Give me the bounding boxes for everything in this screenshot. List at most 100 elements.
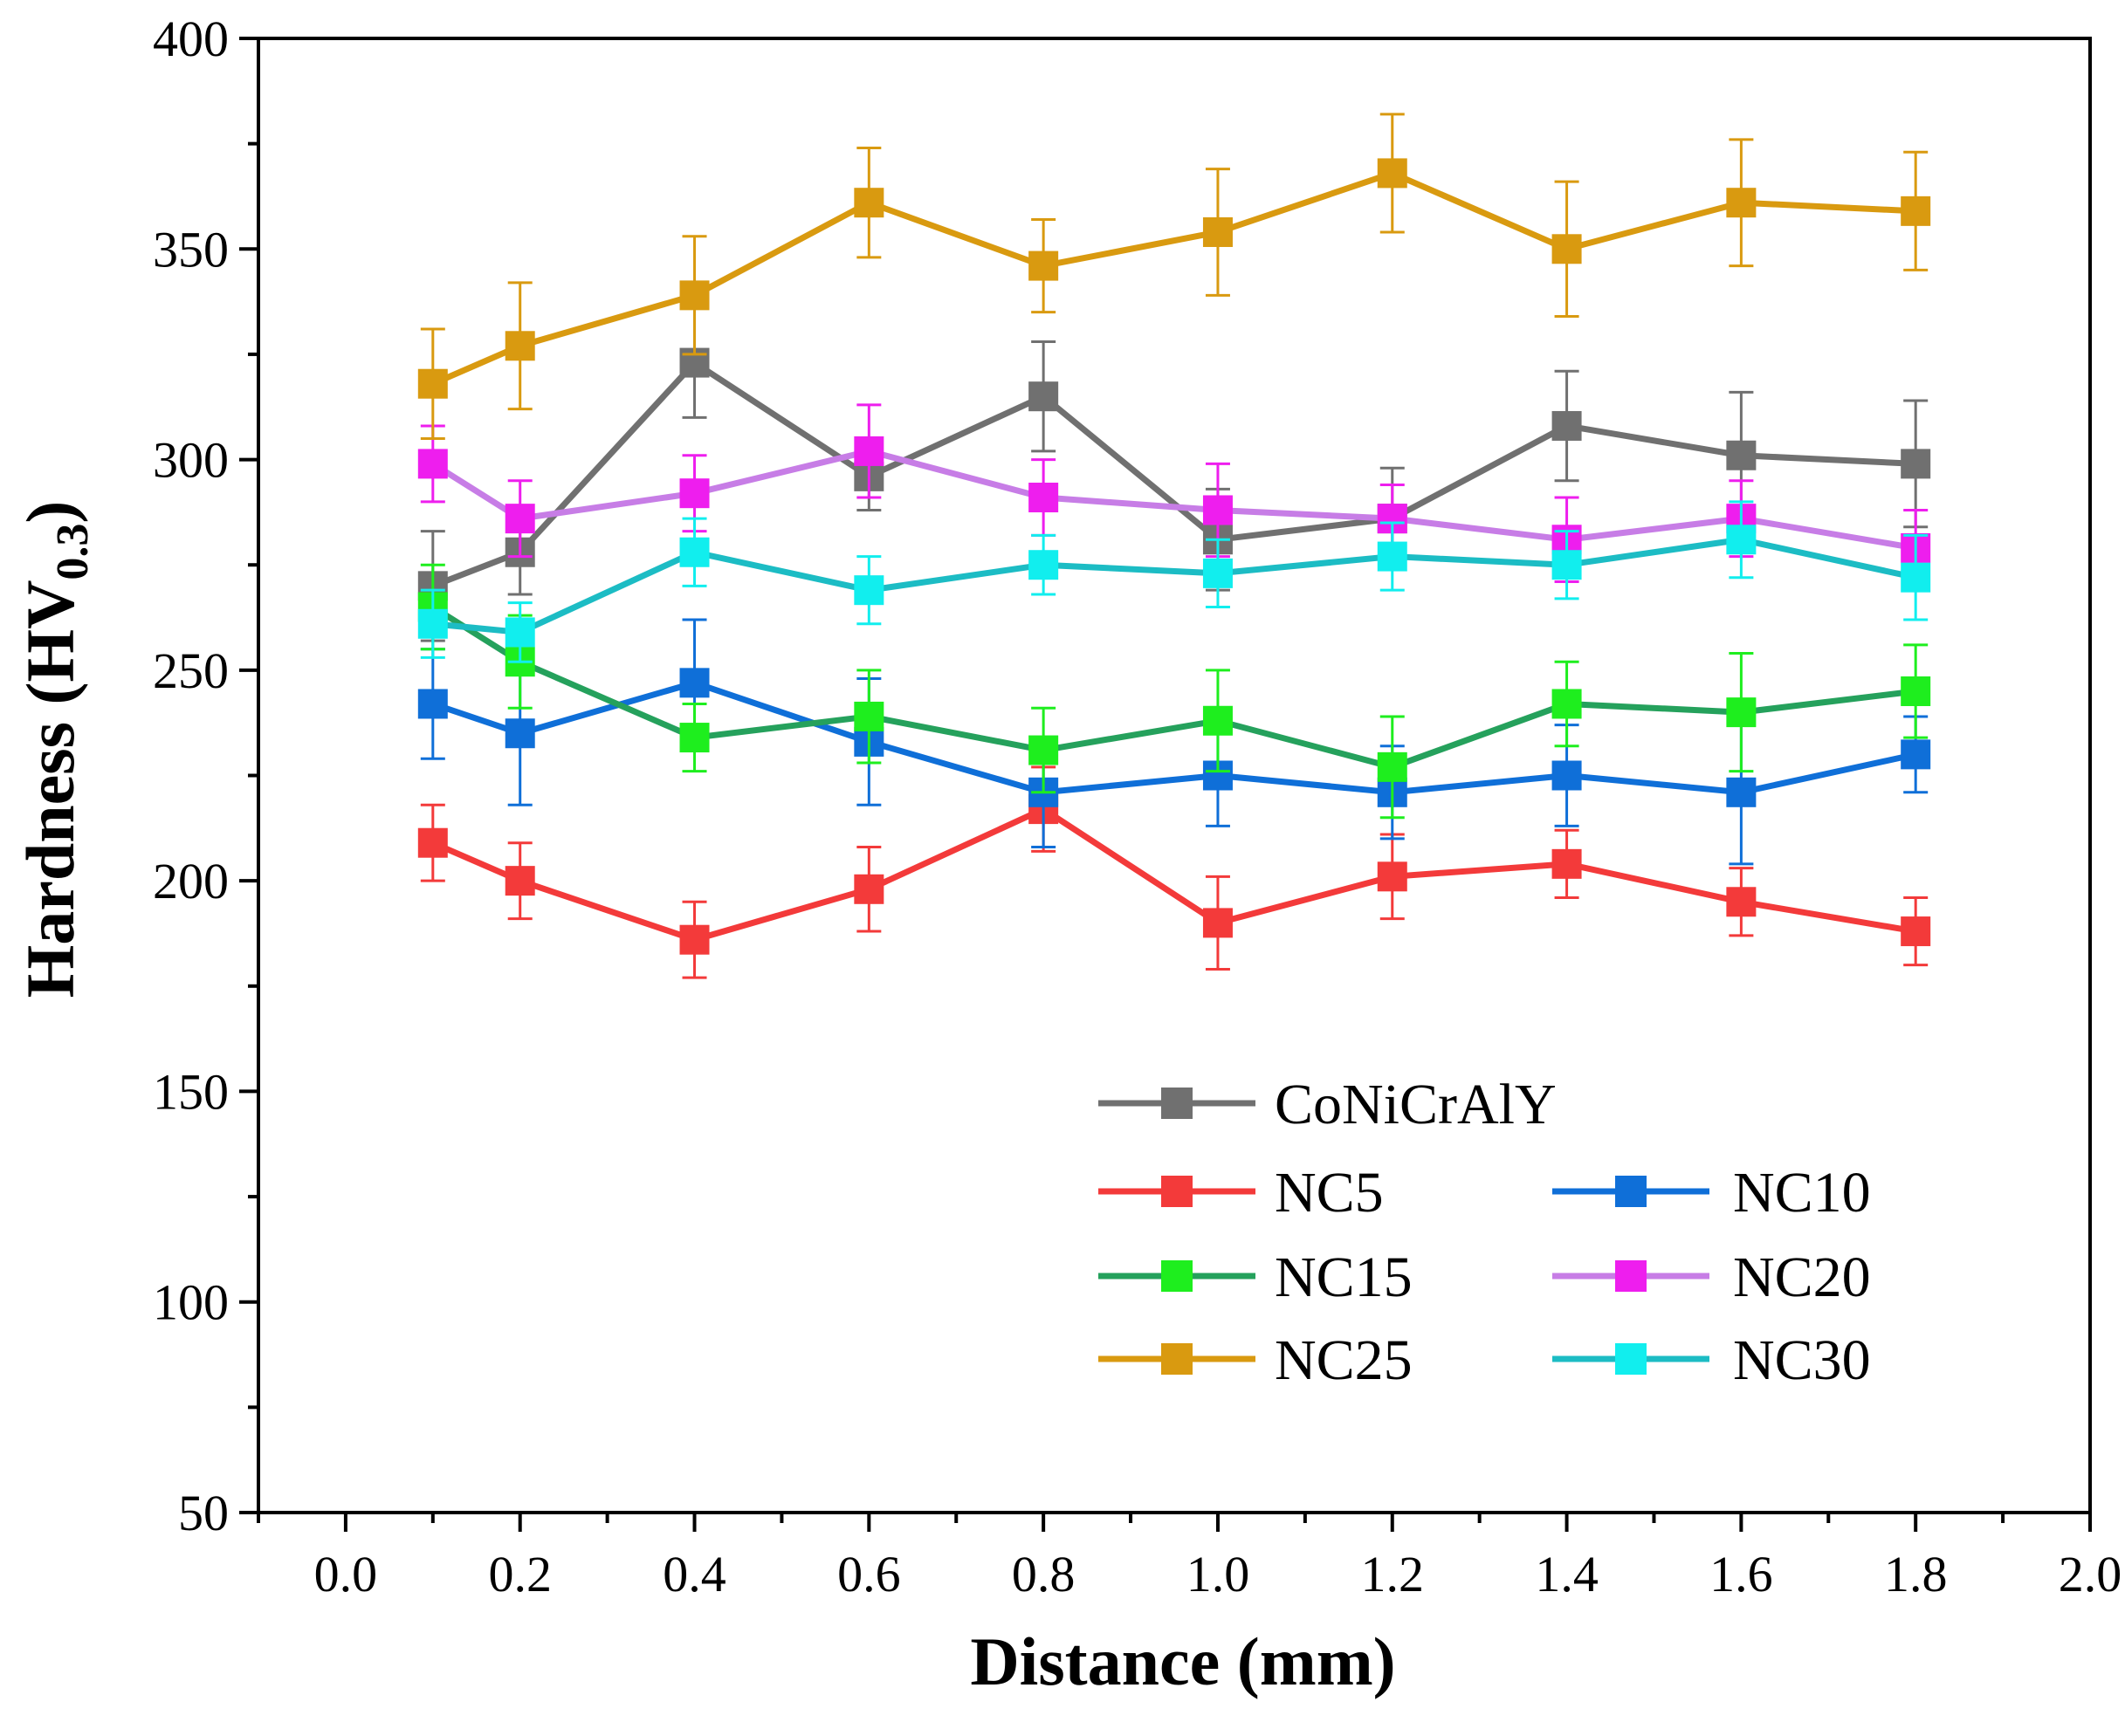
y-tick-label: 50 <box>178 1485 229 1541</box>
series-line <box>432 536 1916 635</box>
series-nc25 <box>417 113 1931 440</box>
series-nc30 <box>417 500 1931 663</box>
data-point <box>679 537 710 567</box>
legend-label: NC15 <box>1275 1245 1413 1309</box>
data-point <box>417 689 448 719</box>
data-point <box>1901 449 1931 479</box>
data-point <box>1202 558 1233 588</box>
legend-marker <box>1161 1176 1193 1207</box>
legend-marker <box>1161 1260 1193 1292</box>
y-tick-label: 300 <box>153 432 229 489</box>
series-line <box>430 604 1916 771</box>
data-point <box>854 575 884 606</box>
legend-label: NC30 <box>1733 1328 1871 1392</box>
data-point <box>1726 777 1757 807</box>
data-point <box>505 617 535 648</box>
data-point <box>1202 705 1233 736</box>
data-point <box>1726 440 1757 470</box>
x-tick-label: 0.6 <box>837 1546 901 1602</box>
data-point <box>854 701 884 731</box>
data-point <box>417 368 448 399</box>
series-conicraly <box>417 306 1931 642</box>
data-point <box>679 280 710 311</box>
data-point <box>1551 550 1582 580</box>
legend-marker <box>1615 1260 1647 1292</box>
data-point <box>1028 483 1059 513</box>
legend-label: NC25 <box>1275 1328 1413 1392</box>
y-axis-title: Hardness (HV0.3) <box>12 501 98 998</box>
legend-item-nc5: NC5 <box>1098 1161 1384 1225</box>
data-point <box>505 504 535 534</box>
legend-item-nc10: NC10 <box>1552 1161 1871 1225</box>
plot-series <box>417 113 1931 979</box>
data-point <box>679 668 710 698</box>
legend-item-nc25: NC25 <box>1098 1328 1413 1392</box>
data-point <box>505 866 535 896</box>
x-axis-title: Distance (mm) <box>970 1623 1395 1699</box>
series-line <box>431 169 1916 387</box>
data-point <box>417 608 448 639</box>
data-point <box>679 478 710 509</box>
series-nc10 <box>417 618 1931 866</box>
y-tick-label: 400 <box>153 10 229 67</box>
x-tick-label: 1.8 <box>1884 1546 1948 1602</box>
legend-marker <box>1161 1088 1193 1119</box>
series-line <box>430 448 1916 552</box>
series-line <box>431 679 1916 796</box>
data-point <box>417 449 448 479</box>
data-point <box>1202 908 1233 938</box>
data-point <box>1377 751 1407 782</box>
data-point <box>1551 410 1582 441</box>
data-point <box>1377 861 1407 892</box>
legend-item-nc20: NC20 <box>1552 1245 1871 1309</box>
x-tick-label: 2.0 <box>2059 1546 2122 1602</box>
x-tick-label: 0.0 <box>314 1546 378 1602</box>
data-point <box>854 188 884 218</box>
data-point <box>1202 495 1233 525</box>
data-point <box>854 874 884 904</box>
legend-item-nc30: NC30 <box>1552 1328 1871 1392</box>
data-point <box>1551 760 1582 791</box>
series-nc5 <box>417 765 1931 979</box>
data-point <box>1726 697 1757 728</box>
data-point <box>1377 541 1407 572</box>
data-point <box>1377 158 1407 189</box>
x-tick-label: 1.0 <box>1186 1546 1250 1602</box>
legend-label: NC20 <box>1733 1245 1871 1309</box>
x-tick-label: 1.2 <box>1361 1546 1425 1602</box>
x-tick-label: 1.4 <box>1535 1546 1599 1602</box>
data-point <box>1901 916 1931 947</box>
x-tick-label: 0.4 <box>663 1546 726 1602</box>
y-tick-label: 200 <box>153 853 229 909</box>
data-point <box>1901 676 1931 706</box>
plot-frame <box>257 37 2092 1514</box>
y-tick-label: 250 <box>153 642 229 699</box>
data-point <box>1551 689 1582 719</box>
x-tick-label: 1.6 <box>1709 1546 1773 1602</box>
data-point <box>679 723 710 753</box>
x-tick-label: 0.8 <box>1012 1546 1076 1602</box>
axis-ticks: 0.0 0.2 0.4 0.6 0.8 1.0 1.2 1.4 1.6 1.8 2.0 50 100 15… <box>153 10 2122 1602</box>
series-line <box>431 360 1916 589</box>
x-tick-label: 0.2 <box>488 1546 552 1602</box>
y-tick-label: 150 <box>153 1063 229 1120</box>
legend-label: NC10 <box>1733 1161 1871 1225</box>
data-point <box>505 718 535 749</box>
data-point <box>1726 188 1757 218</box>
data-point <box>1028 250 1059 281</box>
data-point <box>1901 196 1931 226</box>
data-point <box>1202 216 1233 247</box>
data-point <box>1028 381 1059 412</box>
data-point <box>679 924 710 955</box>
y-tick-label: 350 <box>153 221 229 278</box>
data-point <box>1551 848 1582 879</box>
data-point <box>854 436 884 466</box>
data-point <box>505 331 535 361</box>
data-point <box>1901 562 1931 593</box>
legend: CoNiCrAlY NC5 NC10 NC15 NC20 NC25 NC30 <box>1098 1073 1871 1392</box>
series-line <box>431 806 1916 943</box>
legend-label: CoNiCrAlY <box>1275 1073 1557 1136</box>
data-point <box>1726 887 1757 917</box>
legend-marker <box>1615 1176 1647 1207</box>
data-point <box>1551 234 1582 264</box>
